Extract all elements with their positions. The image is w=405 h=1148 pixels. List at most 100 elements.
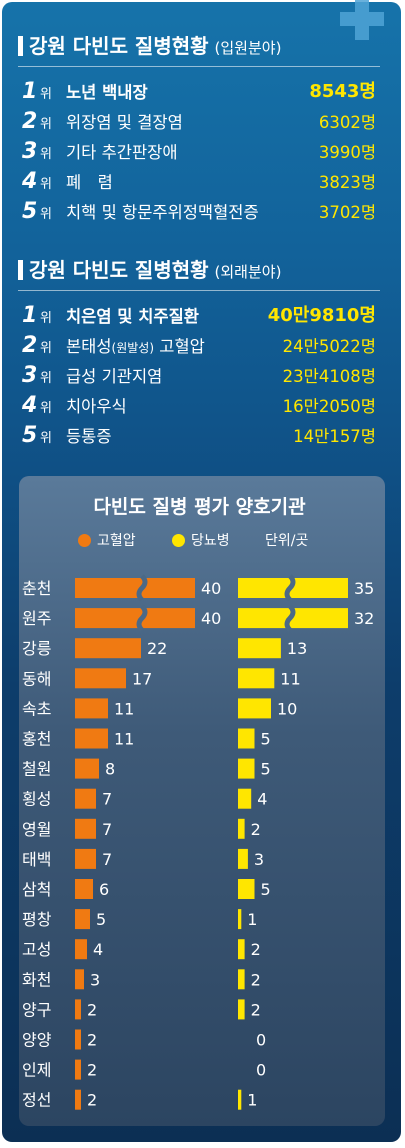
axis-break-mark-diabetes-0 xyxy=(284,574,296,602)
outpatient-rank-row: 5 위 등통증 14만157명 xyxy=(22,422,378,450)
category-label-5: 홍천 xyxy=(22,730,51,749)
rank-number: 3 xyxy=(22,139,38,164)
bar-diabetes-13 xyxy=(238,969,245,990)
rank-number: 4 xyxy=(22,393,38,418)
outpatient-rank-row: 4 위 치아우식 16만2050명 xyxy=(22,392,378,420)
bar-hypertension-3 xyxy=(75,668,126,689)
bar-diabetes-10 xyxy=(238,879,255,899)
inpatient-rank-row: 2 위 위장염 및 결장염 6302명 xyxy=(22,108,378,136)
value-label-diabetes-12: 2 xyxy=(251,940,261,959)
patient-count: 23만4108명 xyxy=(282,367,376,386)
bar-hypertension-16 xyxy=(75,1059,81,1080)
axis-break-mark-hypertension-0 xyxy=(136,574,148,602)
bar-hypertension-9 xyxy=(75,848,96,869)
bar-diabetes-2 xyxy=(238,638,281,659)
bar-diabetes-11 xyxy=(238,909,242,930)
rank-number: 1 xyxy=(22,303,38,328)
bar-hypertension-12 xyxy=(75,939,87,960)
disease-name: 본태성(원발성) 고혈압 xyxy=(66,333,205,357)
value-label-diabetes-6: 5 xyxy=(261,760,271,779)
bar-diabetes-7 xyxy=(238,788,252,809)
value-label-diabetes-16: 0 xyxy=(256,1061,266,1080)
disease-name: 치아우식 xyxy=(66,397,127,416)
bar-hypertension-13 xyxy=(75,969,84,990)
patient-count: 6302명 xyxy=(318,113,376,132)
disease-name: 노년 백내장 xyxy=(66,83,148,102)
category-label-4: 속초 xyxy=(22,699,51,718)
rank-number: 4 xyxy=(22,169,38,194)
value-label-hypertension-10: 6 xyxy=(99,880,109,899)
bar-hypertension-11 xyxy=(75,909,90,930)
patient-count: 40만9810명 xyxy=(267,305,376,326)
value-label-hypertension-1: 40 xyxy=(201,609,221,628)
value-label-hypertension-16: 2 xyxy=(87,1061,97,1080)
value-label-hypertension-2: 22 xyxy=(147,639,167,658)
patient-count: 16만2050명 xyxy=(282,397,376,416)
disease-name: 급성 기관지염 xyxy=(66,367,163,386)
rank-suffix: 위 xyxy=(40,401,52,416)
legend-dot-hypertension xyxy=(78,533,91,547)
legend-hypertension: 고혈압 xyxy=(78,530,136,550)
legend-diabetes: 당뇨병 xyxy=(172,530,230,550)
category-label-12: 고성 xyxy=(22,940,51,959)
patient-count: 8543명 xyxy=(309,81,376,102)
value-label-hypertension-8: 7 xyxy=(102,820,112,839)
rank-suffix: 위 xyxy=(40,311,52,326)
bar-diabetes-9 xyxy=(238,848,248,869)
legend-label-hypertension: 고혈압 xyxy=(97,533,136,549)
value-label-hypertension-15: 2 xyxy=(87,1031,97,1050)
value-label-hypertension-14: 2 xyxy=(87,1000,97,1019)
rank-number: 5 xyxy=(22,423,38,448)
bar-diabetes-8 xyxy=(238,818,245,839)
disease-name: 치은염 및 치주질환 xyxy=(66,307,199,326)
category-label-7: 횡성 xyxy=(22,790,51,809)
outpatient-section-title: 강원 다빈도 질병현황 (외래분야) xyxy=(18,254,282,282)
category-label-0: 춘천 xyxy=(22,579,51,598)
disease-name-main: 본태성 xyxy=(66,337,112,356)
inpatient-divider xyxy=(18,66,380,67)
inpatient-subtitle: (입원분야) xyxy=(214,39,282,57)
value-label-diabetes-4: 10 xyxy=(277,699,297,718)
bar-hypertension-17 xyxy=(75,1089,81,1110)
rank-suffix: 위 xyxy=(40,371,52,386)
disease-name: 위장염 및 결장염 xyxy=(66,113,183,132)
rank-suffix: 위 xyxy=(40,341,52,356)
outpatient-title: 강원 다빈도 질병현황 xyxy=(29,258,209,282)
value-label-hypertension-7: 7 xyxy=(102,790,112,809)
category-label-9: 태백 xyxy=(22,850,51,869)
bar-hypertension-5 xyxy=(75,728,108,749)
bar-hypertension-2 xyxy=(75,638,141,659)
bar-diabetes-17 xyxy=(238,1089,242,1110)
bar-hypertension-8 xyxy=(75,818,96,839)
inpatient-section-title: 강원 다빈도 질병현황 (입원분야) xyxy=(18,30,282,58)
value-label-diabetes-15: 0 xyxy=(256,1031,266,1050)
legend-dot-diabetes xyxy=(172,533,185,547)
disease-name: 치핵 및 항문주위정맥혈전증 xyxy=(66,203,259,222)
bar-diabetes-3 xyxy=(238,668,275,689)
bar-hypertension-0 xyxy=(75,578,195,598)
category-label-13: 화천 xyxy=(22,970,51,989)
rank-suffix: 위 xyxy=(40,207,52,222)
rank-number: 2 xyxy=(22,109,38,134)
bar-hypertension-4 xyxy=(75,698,108,719)
chart-title: 다빈도 질병 평가 양호기관 xyxy=(93,496,306,518)
value-label-hypertension-11: 5 xyxy=(96,910,106,929)
inpatient-rank-row: 5 위 치핵 및 항문주위정맥혈전증 3702명 xyxy=(22,198,378,226)
category-label-17: 정선 xyxy=(22,1091,51,1110)
patient-count: 3702명 xyxy=(318,203,376,222)
value-label-diabetes-8: 2 xyxy=(251,820,261,839)
patient-count: 3823명 xyxy=(318,173,376,192)
disease-name: 등통증 xyxy=(66,427,112,446)
outpatient-rank-row: 2 위 본태성(원발성) 고혈압 24만5022명 xyxy=(22,332,378,360)
value-label-hypertension-13: 3 xyxy=(90,970,100,989)
value-label-hypertension-17: 2 xyxy=(87,1091,97,1110)
patient-count: 3990명 xyxy=(318,143,376,162)
category-label-3: 동해 xyxy=(22,669,51,688)
value-label-diabetes-7: 4 xyxy=(257,790,267,809)
disease-name: 폐 렴 xyxy=(66,173,113,192)
outpatient-subtitle: (외래분야) xyxy=(214,263,282,281)
rank-suffix: 위 xyxy=(40,147,52,162)
outpatient-divider xyxy=(18,290,380,291)
inpatient-rank-row: 1 위 노년 백내장 8543명 xyxy=(22,78,378,106)
